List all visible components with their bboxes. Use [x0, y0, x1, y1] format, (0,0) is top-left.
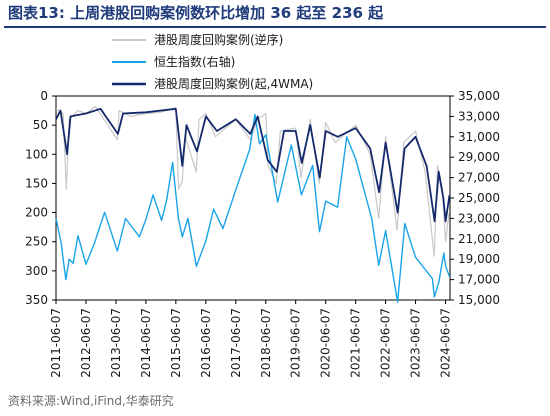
- x-tick-label: 2021-06-07: [349, 308, 363, 378]
- right-y-axis: 15,000 17,000 19,000 21,000 23,000 25,000 27,0…: [450, 89, 500, 307]
- right-y-tick-label: 31,000: [458, 130, 500, 144]
- plot-area: [55, 95, 451, 303]
- x-tick-label: 2011-06-07: [49, 308, 63, 378]
- series-line-2: [55, 113, 451, 303]
- x-tick-label: 2017-06-07: [229, 308, 243, 378]
- x-tick-label: 2020-06-07: [319, 308, 333, 378]
- legend: 港股周度回购案例(逆序) 恒生指数(右轴) 港股周度回购案例(起,4WMA): [112, 32, 313, 91]
- right-y-tick-label: 35,000: [458, 89, 500, 103]
- right-y-tick-label: 33,000: [458, 109, 500, 123]
- legend-label-1: 港股周度回购案例(逆序): [154, 32, 283, 47]
- title-rule: [4, 26, 546, 28]
- left-y-tick-label: 350: [25, 293, 48, 307]
- right-y-tick-label: 25,000: [458, 191, 500, 205]
- left-y-tick-label: 250: [25, 235, 48, 249]
- x-tick-label: 2019-06-07: [289, 308, 303, 378]
- series-line-3: [55, 107, 451, 223]
- right-y-tick-label: 21,000: [458, 232, 500, 246]
- left-y-tick-label: 0: [40, 89, 48, 103]
- right-y-tick-label: 29,000: [458, 150, 500, 164]
- left-y-tick-label: 300: [25, 264, 48, 278]
- legend-label-3: 港股周度回购案例(起,4WMA): [154, 76, 313, 91]
- x-tick-label: 2014-06-07: [139, 308, 153, 378]
- left-y-axis: 0 50 100 150 200 250 300 350: [25, 89, 56, 307]
- right-y-tick-label: 15,000: [458, 293, 500, 307]
- x-tick-label: 2013-06-07: [109, 308, 123, 378]
- legend-label-2: 恒生指数(右轴): [154, 54, 235, 69]
- left-y-tick-label: 150: [25, 176, 48, 190]
- x-tick-label: 2012-06-07: [79, 308, 93, 378]
- right-y-tick-label: 19,000: [458, 252, 500, 266]
- source-note: 资料来源:Wind,iFind,华泰研究: [8, 394, 174, 408]
- right-y-tick-label: 27,000: [458, 171, 500, 185]
- x-tick-label: 2016-06-07: [199, 308, 213, 378]
- x-axis: 2011-06-07 2012-06-07 2013-06-07 2014-06-07…: [49, 300, 453, 378]
- left-y-tick-label: 100: [25, 147, 48, 161]
- right-y-tick-label: 17,000: [458, 273, 500, 287]
- x-tick-label: 2023-06-07: [409, 308, 423, 378]
- x-tick-label: 2015-06-07: [169, 308, 183, 378]
- right-y-tick-label: 23,000: [458, 211, 500, 225]
- figure-title: 图表13: 上周港股回购案例数环比增加 36 起至 236 起: [8, 4, 384, 22]
- x-tick-label: 2022-06-07: [379, 308, 393, 378]
- left-y-tick-label: 50: [33, 118, 48, 132]
- x-tick-label: 2018-06-07: [259, 308, 273, 378]
- left-y-tick-label: 200: [25, 206, 48, 220]
- x-tick-label: 2024-06-07: [439, 308, 453, 378]
